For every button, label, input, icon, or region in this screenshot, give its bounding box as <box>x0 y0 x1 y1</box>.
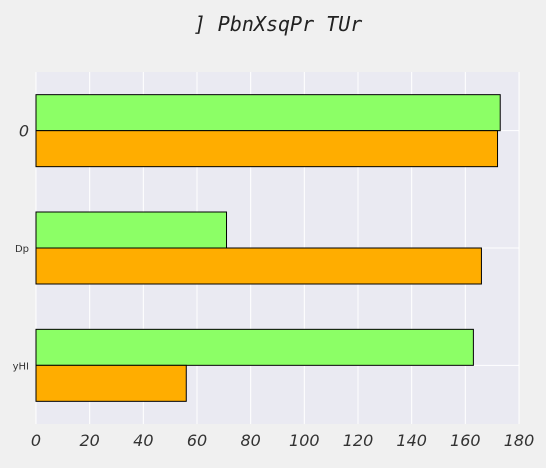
bar-series-2 <box>35 364 187 402</box>
bar-series-2 <box>35 130 499 168</box>
x-tick-label: 80 <box>240 431 260 450</box>
bar-series-1 <box>35 328 474 366</box>
chart-title: ] PbnXsqPr TUr <box>194 12 363 36</box>
y-tick-label: 0 <box>19 122 29 141</box>
y-tick-label: Dp <box>15 244 29 255</box>
x-tick-label: 120 <box>343 431 374 450</box>
x-tick-label: 40 <box>133 431 153 450</box>
x-tick-label: 160 <box>450 431 481 450</box>
x-tick-label: 100 <box>289 431 320 450</box>
bars <box>35 94 501 402</box>
y-tick-label: yHI <box>13 361 29 372</box>
x-axis: 0 20 40 60 80 100 120 140 160 180 <box>31 431 534 450</box>
x-tick-label: 20 <box>79 431 99 450</box>
x-tick-label: 180 <box>504 431 535 450</box>
y-axis: 0 Dp yHI <box>13 122 29 373</box>
bar-series-2 <box>35 247 482 285</box>
x-tick-label: 0 <box>31 431 41 450</box>
x-tick-label: 60 <box>187 431 207 450</box>
bar-series-1 <box>35 94 501 132</box>
bar-series-1 <box>35 211 228 249</box>
x-tick-label: 140 <box>396 431 427 450</box>
